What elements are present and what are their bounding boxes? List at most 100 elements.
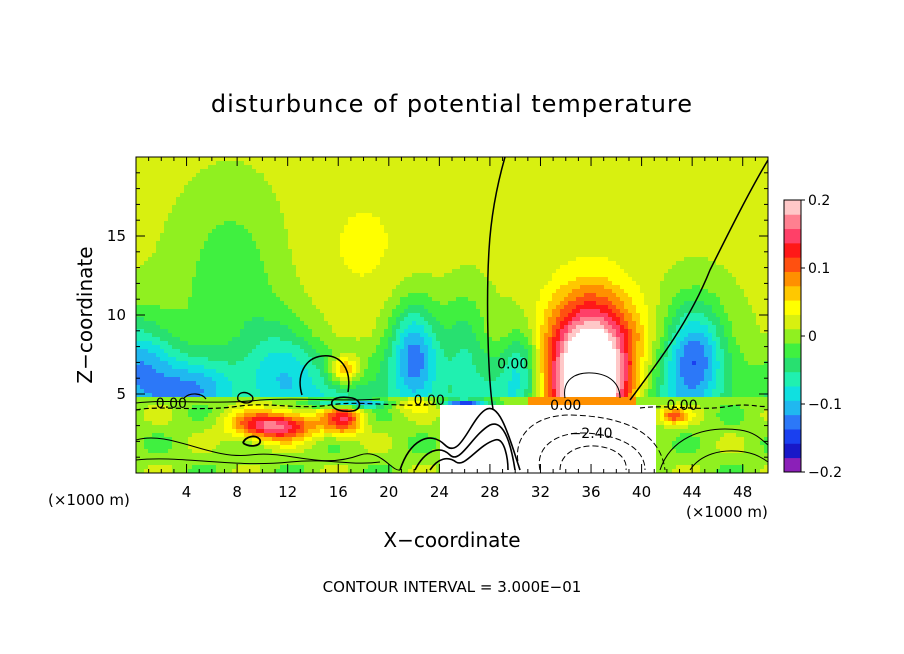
field-cell	[300, 385, 305, 390]
field-cell	[192, 433, 197, 438]
field-cell	[240, 437, 245, 442]
field-cell	[264, 401, 269, 406]
field-cell	[244, 205, 249, 210]
field-cell	[276, 285, 281, 290]
field-cell	[312, 329, 317, 334]
field-cell	[192, 261, 197, 266]
field-cell	[144, 409, 149, 414]
field-cell	[240, 257, 245, 262]
field-cell	[136, 317, 141, 322]
field-cell	[148, 173, 153, 178]
field-cell	[152, 293, 157, 298]
field-cell	[308, 421, 313, 426]
field-cell	[364, 221, 369, 226]
field-cell	[316, 257, 321, 262]
field-cell	[200, 209, 205, 214]
field-cell	[204, 265, 209, 270]
field-cell	[284, 461, 289, 466]
field-cell	[136, 425, 141, 430]
field-cell	[168, 273, 173, 278]
field-cell	[188, 325, 193, 330]
field-cell	[164, 345, 169, 350]
field-cell	[328, 333, 333, 338]
field-cell	[348, 441, 353, 446]
field-cell	[360, 433, 365, 438]
field-cell	[284, 353, 289, 358]
field-cell	[268, 285, 273, 290]
field-cell	[140, 289, 145, 294]
field-cell	[188, 357, 193, 362]
field-cell	[176, 253, 181, 258]
field-cell	[152, 341, 157, 346]
field-cell	[136, 213, 141, 218]
field-cell	[304, 225, 309, 230]
field-cell	[212, 297, 217, 302]
field-cell	[360, 233, 365, 238]
field-cell	[360, 189, 365, 194]
field-cell	[308, 361, 313, 366]
field-cell	[244, 273, 249, 278]
field-cell	[216, 221, 221, 226]
field-cell	[148, 289, 153, 294]
field-cell	[148, 321, 153, 326]
field-cell	[316, 413, 321, 418]
field-cell	[180, 437, 185, 442]
field-cell	[308, 449, 313, 454]
field-cell	[152, 233, 157, 238]
field-cell	[332, 441, 337, 446]
field-cell	[204, 297, 209, 302]
field-cell	[168, 177, 173, 182]
field-cell	[336, 217, 341, 222]
field-cell	[280, 265, 285, 270]
field-cell	[236, 201, 241, 206]
field-cell	[160, 293, 165, 298]
field-cell	[232, 197, 237, 202]
field-cell	[340, 405, 345, 410]
field-cell	[148, 337, 153, 342]
field-cell	[288, 205, 293, 210]
field-cell	[184, 373, 189, 378]
field-cell	[268, 213, 273, 218]
field-cell	[276, 445, 281, 450]
field-cell	[296, 381, 301, 386]
field-cell	[324, 381, 329, 386]
field-cell	[284, 381, 289, 386]
field-cell	[336, 385, 341, 390]
field-cell	[172, 201, 177, 206]
field-cell	[324, 425, 329, 430]
field-cell	[316, 189, 321, 194]
field-cell	[316, 269, 321, 274]
field-cell	[372, 369, 377, 374]
field-cell	[304, 309, 309, 314]
field-cell	[160, 237, 165, 242]
field-cell	[160, 169, 165, 174]
field-cell	[296, 409, 301, 414]
field-cell	[216, 273, 221, 278]
field-cell	[304, 313, 309, 318]
field-cell	[196, 309, 201, 314]
field-cell	[332, 445, 337, 450]
field-cell	[304, 257, 309, 262]
field-cell	[164, 225, 169, 230]
field-cell	[240, 409, 245, 414]
field-cell	[236, 337, 241, 342]
field-cell	[328, 241, 333, 246]
field-cell	[360, 237, 365, 242]
field-cell	[344, 237, 349, 242]
field-cell	[240, 241, 245, 246]
field-cell	[324, 305, 329, 310]
field-cell	[216, 249, 221, 254]
field-cell	[216, 357, 221, 362]
field-cell	[280, 273, 285, 278]
field-cell	[196, 177, 201, 182]
field-cell	[344, 341, 349, 346]
field-cell	[336, 417, 341, 422]
field-cell	[176, 269, 181, 274]
field-cell	[372, 445, 377, 450]
field-cell	[284, 213, 289, 218]
field-cell	[352, 429, 357, 434]
field-cell	[296, 437, 301, 442]
field-cell	[376, 273, 381, 278]
field-cell	[296, 217, 301, 222]
field-cell	[336, 401, 341, 406]
